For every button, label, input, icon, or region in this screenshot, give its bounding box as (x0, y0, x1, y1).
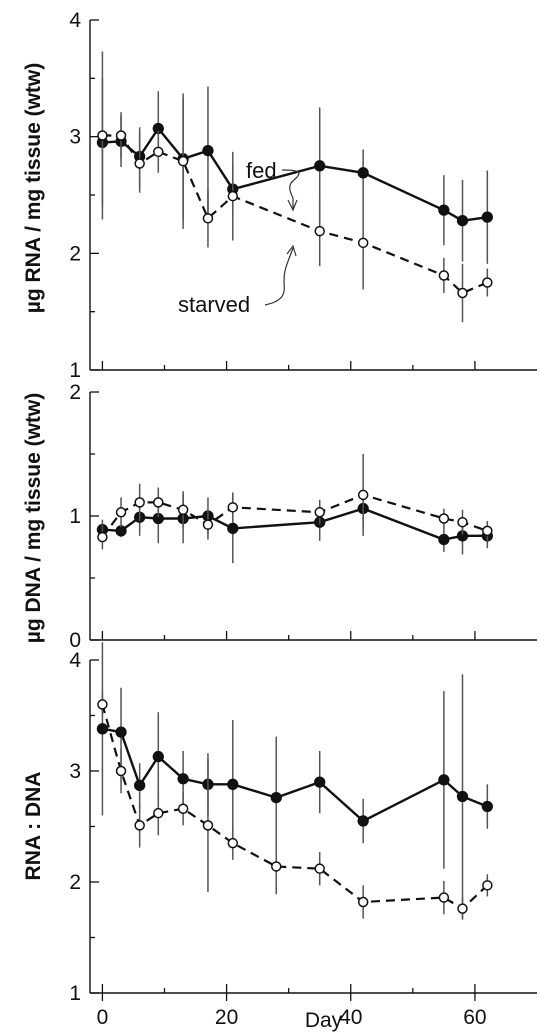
data-point-fed (96, 723, 109, 735)
data-point-fed (357, 167, 369, 179)
data-point-starved (438, 892, 450, 903)
data-point-fed (481, 800, 493, 813)
data-point-starved (115, 507, 127, 518)
data-point-fed (270, 791, 282, 804)
y-axis-label: µg DNA / mg tissue (wtw) (22, 393, 45, 644)
data-point-starved (177, 155, 189, 167)
annotation-fed: fed (246, 158, 277, 183)
y-axis-label: RNA : DNA (22, 772, 45, 881)
y-tick-label: 2 (69, 381, 81, 404)
data-point-starved (202, 519, 214, 530)
series-line-starved (102, 134, 488, 295)
y-tick-label: 4 (69, 9, 81, 32)
data-point-fed (438, 774, 450, 786)
data-point-starved (97, 531, 108, 543)
x-axis-label: Day (305, 1009, 343, 1032)
data-point-fed (115, 726, 127, 738)
x-tick-label: 60 (463, 1006, 486, 1029)
data-point-starved (97, 699, 108, 710)
data-point-fed (115, 525, 127, 537)
data-point-starved (134, 158, 145, 169)
data-point-fed (134, 779, 146, 792)
series-line-fed (102, 727, 488, 823)
data-point-fed (438, 204, 450, 216)
data-point-starved (314, 225, 325, 237)
y-tick-label: 1 (69, 359, 81, 382)
x-tick-label: 0 (97, 1006, 109, 1029)
y-axis-label: µg RNA / mg tissue (wtw) (22, 63, 45, 314)
data-point-starved (153, 497, 164, 508)
data-point-starved (177, 803, 189, 814)
data-point-starved (357, 489, 369, 501)
annotation-starved: starved (178, 292, 250, 317)
y-tick-label: 3 (69, 760, 81, 783)
data-point-starved (457, 516, 468, 528)
annotation-fed-arrow (281, 169, 300, 210)
data-point-fed (357, 815, 369, 827)
data-point-starved (482, 525, 493, 537)
data-point-starved (115, 130, 127, 141)
series-line-starved (101, 704, 489, 910)
data-point-starved (438, 270, 450, 281)
annotation-starved-arrowhead (286, 244, 297, 257)
data-point-starved (153, 146, 164, 158)
y-tick-label: 2 (69, 871, 81, 894)
y-tick-label: 1 (69, 982, 81, 1005)
data-point-starved (357, 237, 369, 249)
data-point-starved (202, 213, 214, 224)
data-point-starved (457, 903, 468, 914)
data-point-starved (227, 502, 239, 513)
data-point-starved (314, 863, 325, 874)
data-point-starved (357, 896, 369, 908)
data-point-starved (438, 513, 450, 524)
data-point-fed (481, 211, 493, 223)
data-point-fed (152, 750, 164, 763)
x-tick-label: 40 (339, 1006, 362, 1029)
data-point-starved (115, 765, 127, 777)
series-starved (97, 51, 493, 323)
data-point-starved (227, 837, 239, 849)
data-point-fed (227, 778, 239, 790)
data-point-starved (271, 861, 282, 872)
data-point-fed (202, 145, 214, 157)
y-tick-label: 4 (69, 649, 81, 672)
data-point-fed (456, 215, 469, 227)
data-point-starved (177, 504, 189, 516)
data-point-starved (134, 497, 145, 508)
data-point-starved (134, 820, 145, 831)
series-starved (97, 454, 493, 550)
series-fed (96, 642, 493, 919)
data-point-starved (482, 880, 493, 891)
data-point-starved (227, 190, 239, 202)
data-point-starved (482, 277, 493, 288)
data-point-starved (202, 820, 214, 831)
data-point-fed (314, 776, 326, 788)
data-point-starved (97, 130, 108, 141)
y-tick-label: 1 (69, 505, 81, 528)
data-point-fed (456, 790, 469, 803)
data-point-fed (227, 522, 239, 535)
y-tick-label: 0 (69, 629, 81, 652)
data-point-starved (457, 287, 468, 299)
data-point-fed (438, 533, 450, 546)
x-tick-label: 20 (215, 1006, 238, 1029)
annotation-starved-arrow (264, 247, 294, 306)
y-tick-label: 2 (69, 242, 81, 265)
data-point-fed (177, 773, 189, 785)
data-point-starved (314, 507, 325, 518)
data-point-fed (314, 160, 326, 172)
data-point-starved (153, 807, 164, 819)
y-tick-label: 3 (69, 126, 81, 149)
panel-dna: 0 1 2 µg DNA / mg tissue (wtw) (22, 381, 537, 652)
annotation-fed-arrowhead (287, 199, 298, 212)
panel-rna: 1 2 3 4 µg RNA / mg tissue (wtw) fed starved (22, 9, 537, 382)
series-starved (97, 693, 493, 920)
